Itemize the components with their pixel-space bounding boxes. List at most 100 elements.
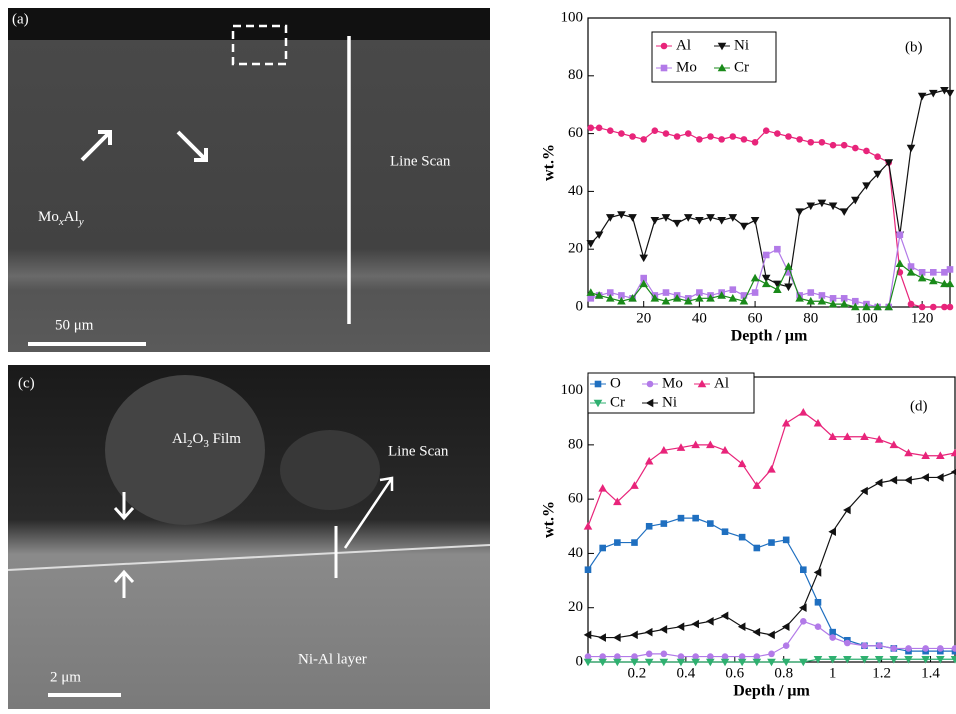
marker <box>863 148 870 155</box>
grain <box>280 430 380 510</box>
marker <box>618 130 625 137</box>
marker <box>946 90 955 98</box>
marker <box>752 139 759 146</box>
y-tick-label: 100 <box>561 382 584 398</box>
marker <box>753 628 761 637</box>
marker <box>936 473 944 482</box>
marker <box>814 568 822 577</box>
legend-label: Al <box>714 375 729 391</box>
marker <box>613 633 621 642</box>
marker <box>730 133 737 140</box>
y-tick-label: 80 <box>568 67 583 83</box>
marker <box>767 465 776 473</box>
marker <box>844 640 851 647</box>
marker <box>628 214 637 222</box>
marker <box>695 217 704 225</box>
marker <box>751 274 760 282</box>
marker <box>645 457 654 465</box>
marker <box>678 515 685 522</box>
marker <box>774 246 781 253</box>
x-tick-label: 0.2 <box>628 665 647 681</box>
marker <box>751 217 760 225</box>
marker <box>829 203 838 211</box>
marker <box>783 642 790 649</box>
series-line <box>588 518 955 651</box>
marker <box>907 145 916 153</box>
marker <box>673 220 682 228</box>
plot-frame <box>588 377 955 662</box>
marker <box>606 214 615 222</box>
marker <box>783 537 790 544</box>
legend-label: Mo <box>676 59 697 75</box>
marker <box>861 642 868 649</box>
marker <box>784 283 793 291</box>
y-tick-label: 100 <box>561 9 584 25</box>
marker <box>890 476 898 485</box>
x-tick-label: 1.2 <box>872 665 891 681</box>
t: Al <box>172 431 187 447</box>
marker <box>840 208 849 216</box>
marker <box>918 93 927 101</box>
marker <box>815 623 822 630</box>
marker <box>740 223 749 231</box>
marker <box>696 136 703 143</box>
marker <box>752 289 759 296</box>
marker <box>754 545 761 552</box>
marker <box>819 139 826 146</box>
y-tick-label: 20 <box>568 599 583 615</box>
marker <box>598 484 607 492</box>
marker <box>730 286 737 293</box>
legend-label: O <box>610 375 621 391</box>
marker <box>800 566 807 573</box>
marker <box>630 481 639 489</box>
marker <box>661 520 668 527</box>
marker <box>738 460 747 468</box>
marker <box>661 65 668 72</box>
marker <box>739 534 746 541</box>
sem-image-c: (c) Al2O3 Film Line Scan 2 μm Ni-Al laye… <box>8 365 490 709</box>
marker <box>677 622 685 631</box>
marker <box>738 622 746 631</box>
legend-label: Cr <box>610 394 625 410</box>
marker <box>692 515 699 522</box>
x-tick-label: 1.4 <box>921 665 940 681</box>
marker <box>707 520 714 527</box>
x-axis-label: Depth / μm <box>733 683 810 700</box>
label: Line Scan <box>388 443 449 459</box>
marker <box>674 133 681 140</box>
marker <box>908 301 915 308</box>
marker <box>630 631 638 640</box>
marker <box>661 651 668 658</box>
marker <box>807 139 814 146</box>
marker <box>796 136 803 143</box>
y-tick-label: 20 <box>568 241 583 257</box>
marker <box>721 612 729 621</box>
marker <box>584 522 593 530</box>
marker <box>841 142 848 149</box>
marker <box>722 528 729 535</box>
x-tick-label: 120 <box>911 310 934 326</box>
marker <box>646 651 653 658</box>
t: Mo <box>38 209 59 225</box>
panel-tag: (a) <box>12 11 29 27</box>
marker <box>647 381 654 388</box>
marker <box>897 231 904 238</box>
marker <box>904 449 913 457</box>
marker <box>829 634 836 641</box>
marker <box>640 136 647 143</box>
sem-image-a: (a) Line Scan MoxAly 50 μm <box>8 8 490 352</box>
y-tick-label: 0 <box>576 653 584 669</box>
marker <box>785 133 792 140</box>
series-line <box>591 235 950 307</box>
scale-label: 50 μm <box>55 317 94 333</box>
x-tick-label: 1 <box>829 665 837 681</box>
marker <box>905 645 912 652</box>
marker <box>706 617 714 626</box>
marker <box>876 642 883 649</box>
figure: (a) Line Scan MoxAly 50 μm (c) Al2O3 Fil… <box>0 0 956 709</box>
marker <box>830 142 837 149</box>
x-tick-label: 0.6 <box>725 665 744 681</box>
y-axis-label: wt.% <box>541 144 558 181</box>
t: Film <box>209 431 241 447</box>
x-tick-label: 80 <box>803 310 818 326</box>
